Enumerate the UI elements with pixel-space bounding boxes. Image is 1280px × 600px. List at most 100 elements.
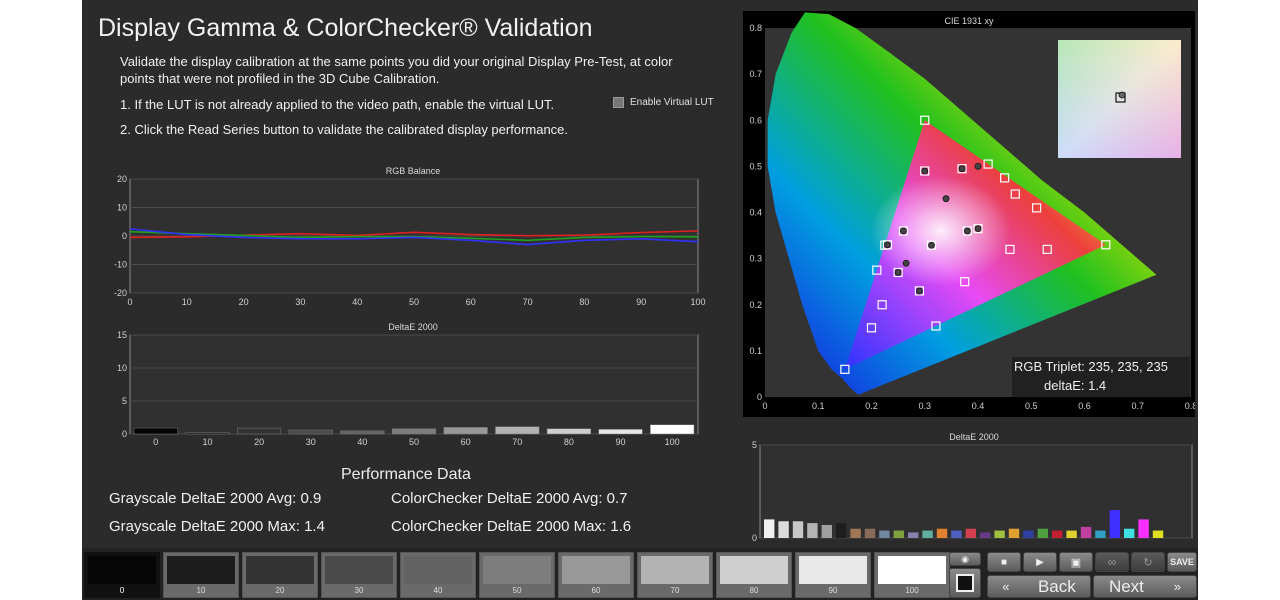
stop-button[interactable]: ■ — [987, 552, 1021, 572]
patch-button-30[interactable]: 30 — [321, 552, 397, 598]
patch-swatch — [88, 556, 156, 584]
x-tick-label: 10 — [202, 437, 212, 447]
measurement-readout: RGB Triplet: 235, 235, 235 deltaE: 1.4 — [1012, 357, 1190, 397]
bar — [965, 528, 976, 538]
stop-icon: ■ — [1000, 556, 1008, 568]
bar — [850, 528, 861, 538]
measured-point — [963, 227, 971, 235]
patch-label: 40 — [433, 586, 443, 595]
bar — [443, 427, 488, 435]
y-tick-label: -20 — [114, 288, 127, 298]
save-button[interactable]: SAVE — [1167, 552, 1197, 572]
next-button[interactable]: Next » — [1093, 575, 1197, 598]
bar — [936, 528, 948, 538]
instruction-step-1: 1. If the LUT is not already applied to … — [120, 97, 555, 112]
bar — [778, 521, 789, 538]
bar — [1037, 528, 1048, 538]
x-tick-label: 100 — [690, 297, 705, 307]
bar — [1095, 530, 1106, 538]
target-square — [898, 226, 909, 236]
app-window: Display Gamma & ColorChecker® Validation… — [82, 0, 1198, 600]
back-label: Back — [1037, 576, 1076, 596]
patch-button-100[interactable]: 100 — [874, 552, 950, 598]
patch-button-10[interactable]: 10 — [163, 552, 239, 598]
refresh-button[interactable]: ↻ — [1131, 552, 1165, 572]
x-tick-label: 0.2 — [865, 401, 878, 411]
patch-swatch — [167, 556, 235, 584]
measured-point — [902, 259, 910, 267]
bar — [1023, 530, 1034, 538]
patch-button-20[interactable]: 20 — [242, 552, 318, 598]
target-square — [1042, 244, 1052, 254]
patch-button-90[interactable]: 90 — [795, 552, 871, 598]
play-icon: ▶ — [1036, 556, 1044, 568]
x-tick-label: 0 — [127, 297, 132, 307]
x-tick-label: 50 — [409, 437, 419, 447]
rgb-triplet-text: RGB Triplet: 235, 235, 235 — [1014, 359, 1168, 374]
patch-button-50[interactable]: 50 — [479, 552, 555, 598]
patch-label: 10 — [196, 586, 206, 595]
zoom-inset-tint — [1058, 40, 1181, 158]
patch-button-80[interactable]: 80 — [716, 552, 792, 598]
patch-swatch — [404, 556, 472, 584]
target-square — [1005, 244, 1015, 254]
colorchecker-max: ColorChecker DeltaE 2000 Max: 1.6 — [391, 518, 632, 535]
infinity-icon: ∞ — [1107, 555, 1117, 569]
x-tick-label: 90 — [616, 437, 626, 447]
patch-button-70[interactable]: 70 — [637, 552, 713, 598]
eye-button[interactable]: ◉ — [949, 552, 981, 566]
patch-label: 50 — [512, 586, 522, 595]
y-tick-label: 0.4 — [749, 208, 762, 218]
double-chevron-right-icon: » — [1173, 579, 1182, 594]
patch-button-40[interactable]: 40 — [400, 552, 476, 598]
virtual-lut-label: Enable Virtual LUT — [630, 97, 714, 108]
x-tick-label: 10 — [182, 297, 192, 307]
measured-point — [921, 167, 929, 175]
x-tick-label: 40 — [357, 437, 367, 447]
patch-button-60[interactable]: 60 — [558, 552, 634, 598]
y-tick-label: 0.2 — [749, 300, 762, 310]
bar — [391, 428, 437, 435]
target-square — [962, 226, 972, 236]
x-tick-label: 60 — [461, 437, 471, 447]
bar — [1052, 530, 1063, 538]
cie-panel: CIE 1931 xy 0 0.1 0.2 0.3 0.4 0.5 0.6 0.7 0.8 0.8 0… — [743, 11, 1197, 417]
stop-read-button[interactable] — [949, 568, 981, 598]
x-tick-label: 50 — [409, 297, 419, 307]
patch-button-0[interactable]: 0 — [84, 552, 160, 598]
plot-area — [759, 444, 1193, 539]
measured-point — [884, 241, 891, 249]
loop-button[interactable]: ∞ — [1095, 552, 1129, 572]
checkbox-box[interactable] — [613, 97, 624, 108]
bar — [237, 427, 282, 435]
target-square — [920, 166, 930, 176]
play-button[interactable]: ▶ — [1023, 552, 1057, 572]
x-tick-label: 30 — [306, 437, 316, 447]
x-tick-label: 0.1 — [812, 401, 825, 411]
x-tick-label: 80 — [564, 437, 574, 447]
deltae-readout-text: deltaE: 1.4 — [1044, 378, 1107, 393]
x-tick-label: 80 — [579, 297, 589, 307]
x-tick-label: 60 — [466, 297, 476, 307]
colorchecker-avg: ColorChecker DeltaE 2000 Avg: 0.7 — [391, 490, 628, 507]
measured-point — [974, 225, 982, 233]
target-square — [960, 277, 970, 287]
bar — [951, 530, 962, 538]
x-tick-label: 0.5 — [1025, 401, 1038, 411]
target-square — [973, 224, 983, 234]
virtual-lut-checkbox[interactable]: Enable Virtual LUT — [613, 97, 714, 108]
patch-label: 20 — [275, 586, 285, 595]
bar — [994, 530, 1005, 538]
x-tick-label: 0.4 — [972, 401, 985, 411]
patch-swatch — [878, 556, 946, 584]
grayscale-max: Grayscale DeltaE 2000 Max: 1.4 — [109, 518, 325, 535]
target-square — [926, 240, 937, 250]
bar — [836, 523, 847, 538]
back-button[interactable]: « Back — [987, 575, 1091, 598]
save-disk-button[interactable]: ▣ — [1059, 552, 1093, 572]
y-tick-label: 5 — [752, 440, 757, 450]
bar — [1080, 526, 1092, 538]
measured-point — [958, 165, 966, 173]
bar — [1138, 519, 1149, 538]
